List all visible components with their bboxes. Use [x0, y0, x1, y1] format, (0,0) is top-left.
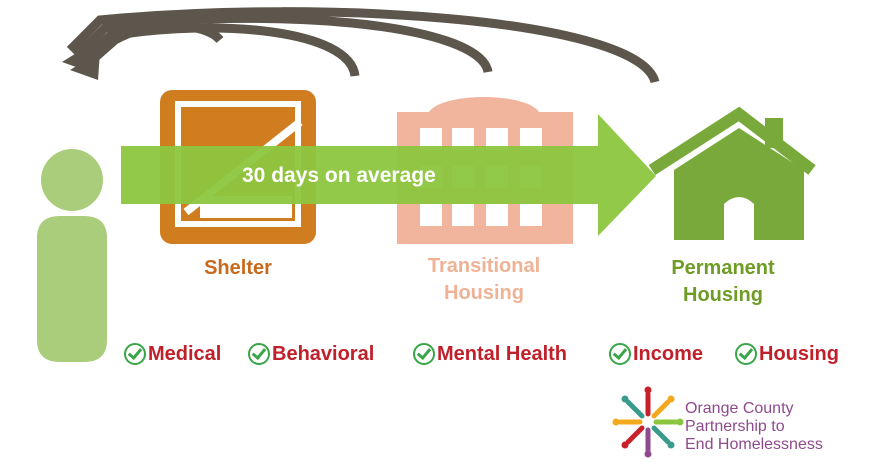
service-label: Housing [759, 342, 839, 365]
flow-arrow-label: 30 days on average [242, 164, 436, 187]
return-arrows [66, 7, 660, 84]
flow-arrow [121, 114, 656, 236]
check-circle-icon [413, 343, 435, 365]
service-housing: Housing [735, 340, 839, 368]
service-income: Income [609, 340, 703, 368]
service-behavioral: Behavioral [248, 340, 374, 368]
return-arrowheads [62, 42, 100, 80]
check-circle-icon [609, 343, 631, 365]
person-icon [37, 149, 107, 362]
return-arrow-from-permanent [66, 7, 660, 84]
return-arrow-short [87, 21, 224, 66]
organization-name: Orange County Partnership to End Homeles… [685, 400, 823, 453]
service-label: Behavioral [272, 342, 375, 365]
service-label: Medical [148, 342, 222, 365]
check-circle-icon [124, 343, 146, 365]
stage-label-transitional-housing: Transitional Housing [427, 255, 541, 304]
check-circle-icon [248, 343, 270, 365]
service-mental-health: Mental Health [413, 340, 567, 368]
return-arrow-from-transitional [72, 13, 493, 74]
arrowhead [70, 52, 100, 80]
stage-label-shelter: Shelter [204, 257, 272, 279]
service-label: Mental Health [437, 342, 568, 365]
organization-logo-icon [612, 386, 684, 458]
service-medical: Medical [124, 340, 221, 368]
stage-label-permanent-housing: Permanent Housing [671, 257, 775, 306]
house-icon [648, 106, 816, 240]
service-label: Income [633, 342, 704, 365]
check-circle-icon [735, 343, 757, 365]
